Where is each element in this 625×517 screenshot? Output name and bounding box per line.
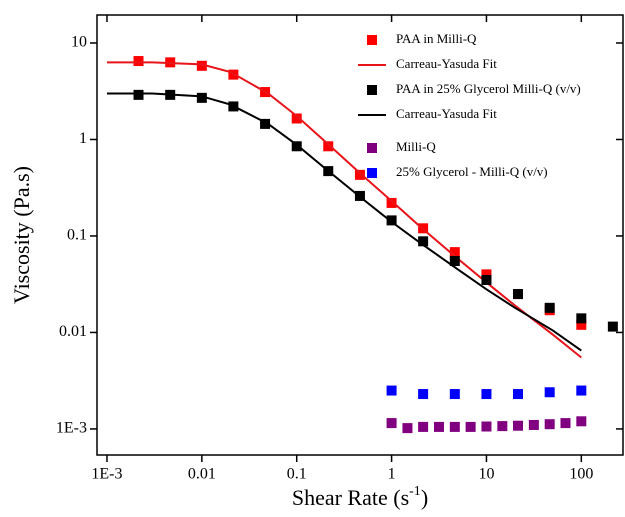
marker bbox=[133, 56, 144, 67]
y-tick-label: 0.01 bbox=[59, 323, 87, 340]
y-tick-label: 10 bbox=[71, 34, 87, 51]
marker bbox=[418, 236, 429, 247]
marker bbox=[449, 389, 460, 400]
marker bbox=[497, 421, 508, 432]
legend-marker bbox=[367, 35, 377, 45]
marker bbox=[576, 385, 587, 396]
x-axis-label: Shear Rate (s-1) bbox=[292, 484, 428, 510]
marker bbox=[481, 274, 492, 285]
x-tick-label: 1 bbox=[388, 466, 396, 483]
legend-marker bbox=[367, 143, 377, 153]
marker bbox=[386, 385, 397, 396]
marker bbox=[576, 319, 587, 330]
marker bbox=[418, 389, 429, 400]
marker bbox=[544, 419, 555, 430]
fit-line bbox=[106, 61, 582, 359]
legend-label: PAA in Milli-Q bbox=[396, 31, 477, 46]
marker bbox=[512, 389, 523, 400]
plot-frame bbox=[96, 14, 624, 456]
marker bbox=[528, 419, 539, 430]
x-axis-label-text: Shear Rate (s bbox=[292, 485, 409, 510]
y-tick-label: 1E-3 bbox=[56, 420, 87, 437]
legend-label: Carreau-Yasuda Fit bbox=[396, 106, 497, 121]
legend-label: PAA in 25% Glycerol Milli-Q (v/v) bbox=[396, 81, 581, 96]
marker bbox=[576, 313, 587, 324]
marker bbox=[418, 421, 429, 432]
marker bbox=[512, 289, 523, 300]
marker bbox=[354, 169, 365, 180]
legend-marker bbox=[367, 85, 377, 95]
x-axis-label-sup: -1 bbox=[409, 484, 421, 499]
x-tick-label: 0.01 bbox=[188, 466, 216, 483]
marker bbox=[323, 141, 334, 152]
marker bbox=[481, 421, 492, 432]
y-tick-label: 1 bbox=[79, 130, 87, 147]
marker bbox=[544, 387, 555, 398]
fit-line bbox=[106, 92, 582, 352]
y-tick-label: 0.1 bbox=[67, 227, 87, 244]
x-axis-label-suffix: ) bbox=[421, 485, 428, 510]
x-tick-label: 100 bbox=[569, 466, 593, 483]
marker bbox=[386, 418, 397, 429]
legend-marker bbox=[367, 168, 377, 178]
x-tick-label: 1E-3 bbox=[91, 466, 122, 483]
marker bbox=[260, 118, 271, 129]
legend-label: Milli-Q bbox=[396, 139, 436, 154]
marker bbox=[607, 321, 618, 332]
marker bbox=[481, 389, 492, 400]
marker bbox=[481, 269, 492, 280]
marker bbox=[449, 247, 460, 258]
marker bbox=[449, 421, 460, 432]
marker bbox=[291, 141, 302, 152]
marker bbox=[544, 302, 555, 313]
marker bbox=[386, 215, 397, 226]
marker bbox=[576, 416, 587, 427]
marker bbox=[196, 60, 207, 71]
legend-label: Carreau-Yasuda Fit bbox=[396, 56, 497, 71]
marker bbox=[196, 92, 207, 103]
x-tick-label: 10 bbox=[478, 466, 494, 483]
marker bbox=[465, 421, 476, 432]
marker bbox=[449, 256, 460, 267]
marker bbox=[433, 421, 444, 432]
y-axis-label: Viscosity (Pa.s) bbox=[9, 166, 34, 304]
x-tick-label: 0.1 bbox=[287, 466, 307, 483]
marker bbox=[386, 197, 397, 208]
marker bbox=[133, 89, 144, 100]
marker bbox=[560, 418, 571, 429]
marker bbox=[512, 420, 523, 431]
legend-label: 25% Glycerol - Milli-Q (v/v) bbox=[396, 164, 548, 179]
marker bbox=[291, 113, 302, 124]
marker bbox=[402, 423, 413, 434]
